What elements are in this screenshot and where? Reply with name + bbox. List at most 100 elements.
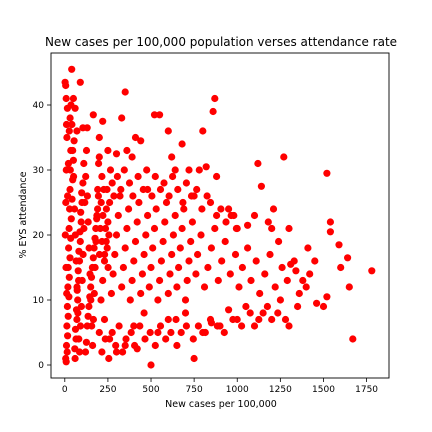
scatter-point <box>130 322 138 330</box>
scatter-point <box>164 127 172 135</box>
scatter-point <box>78 276 86 285</box>
scatter-point <box>217 205 225 213</box>
scatter-point <box>116 192 124 200</box>
scatter-point <box>130 257 138 265</box>
scatter-point <box>126 296 134 304</box>
scatter-point <box>74 296 82 304</box>
x-tick-label: 750 <box>186 385 203 395</box>
scatter-point <box>174 185 182 194</box>
scatter-point <box>73 315 81 324</box>
scatter-point <box>213 322 221 330</box>
scatter-point <box>337 263 345 272</box>
scatter-point <box>113 172 121 181</box>
scatter-point <box>302 283 310 291</box>
x-axis-ticks: 0 250 500 750 1000 1250 1500 1750 <box>62 378 378 395</box>
scatter-point <box>188 218 196 226</box>
scatter-point <box>294 302 302 311</box>
scatter-point <box>112 150 121 158</box>
scatter-point <box>107 289 115 298</box>
scatter-point <box>118 114 126 122</box>
scatter-point <box>74 309 82 317</box>
scatter-point <box>266 250 274 259</box>
scatter-point <box>278 263 286 272</box>
scatter-point <box>63 302 71 311</box>
scatter-point <box>117 185 125 194</box>
scatter-point <box>128 153 136 161</box>
scatter-point <box>76 348 84 356</box>
scatter-point <box>344 254 352 262</box>
scatter-point <box>63 322 71 330</box>
scatter-point <box>62 120 71 129</box>
scatter-point <box>150 111 159 119</box>
scatter-point <box>162 335 170 343</box>
scatter-point <box>129 192 137 200</box>
scatter-point <box>178 224 186 233</box>
scatter-point <box>195 166 203 174</box>
scatter-point <box>69 146 77 155</box>
scatter-point <box>181 309 190 317</box>
scatter-point <box>136 322 144 330</box>
scatter-point <box>165 192 173 200</box>
scatter-points <box>61 65 376 369</box>
scatter-point <box>295 289 303 298</box>
scatter-point <box>190 354 198 363</box>
scatter-point <box>111 250 119 259</box>
scatter-point <box>127 328 135 337</box>
scatter-point <box>164 315 172 324</box>
scatter-point <box>147 361 155 369</box>
scatter-point <box>82 146 91 155</box>
scatter-point <box>199 127 207 135</box>
scatter-point <box>147 263 155 272</box>
scatter-point <box>173 283 181 291</box>
scatter-point <box>229 315 237 324</box>
scatter-point <box>244 244 252 252</box>
y-axis-label: % EYS attendance <box>18 171 29 258</box>
x-tick-label: 250 <box>99 385 116 395</box>
scatter-point <box>68 120 76 129</box>
scatter-point <box>173 341 181 350</box>
scatter-point <box>77 302 85 311</box>
scatter-point <box>79 250 87 259</box>
scatter-point <box>194 250 202 259</box>
scatter-point <box>250 322 259 330</box>
scatter-point <box>94 185 102 194</box>
scatter-point <box>123 224 131 233</box>
scatter-point <box>114 211 122 220</box>
scatter-point <box>182 179 190 187</box>
scatter-point <box>62 94 70 103</box>
scatter-point <box>167 328 175 337</box>
scatter-point <box>231 250 240 259</box>
scatter-point <box>70 137 78 145</box>
scatter-point <box>99 117 107 125</box>
scatter-point <box>323 293 331 301</box>
scatter-point <box>134 172 142 181</box>
scatter-point <box>225 306 233 314</box>
scatter-point <box>214 276 222 285</box>
scatter-point <box>182 322 190 330</box>
scatter-point <box>112 348 121 356</box>
scatter-point <box>106 166 115 174</box>
scatter-point <box>323 169 331 177</box>
scatter-point <box>271 283 279 291</box>
scatter-point <box>207 244 215 252</box>
scatter-point <box>66 114 74 122</box>
scatter-point <box>112 231 121 239</box>
scatter-point <box>211 224 219 233</box>
x-tick-label: 500 <box>142 385 159 395</box>
scatter-point <box>242 302 250 311</box>
scatter-point <box>206 315 215 324</box>
scatter-point <box>71 231 79 239</box>
scatter-point <box>131 341 139 350</box>
scatter-point <box>67 215 75 223</box>
scatter-point <box>121 244 129 252</box>
scatter-point <box>72 257 80 265</box>
scatter-point <box>154 328 162 337</box>
scatter-point <box>86 270 94 278</box>
scatter-point <box>171 166 179 174</box>
scatter-point <box>105 231 113 239</box>
scatter-point <box>197 231 205 239</box>
scatter-point <box>193 185 201 194</box>
scatter-point <box>157 257 165 265</box>
scatter-point <box>148 192 156 200</box>
